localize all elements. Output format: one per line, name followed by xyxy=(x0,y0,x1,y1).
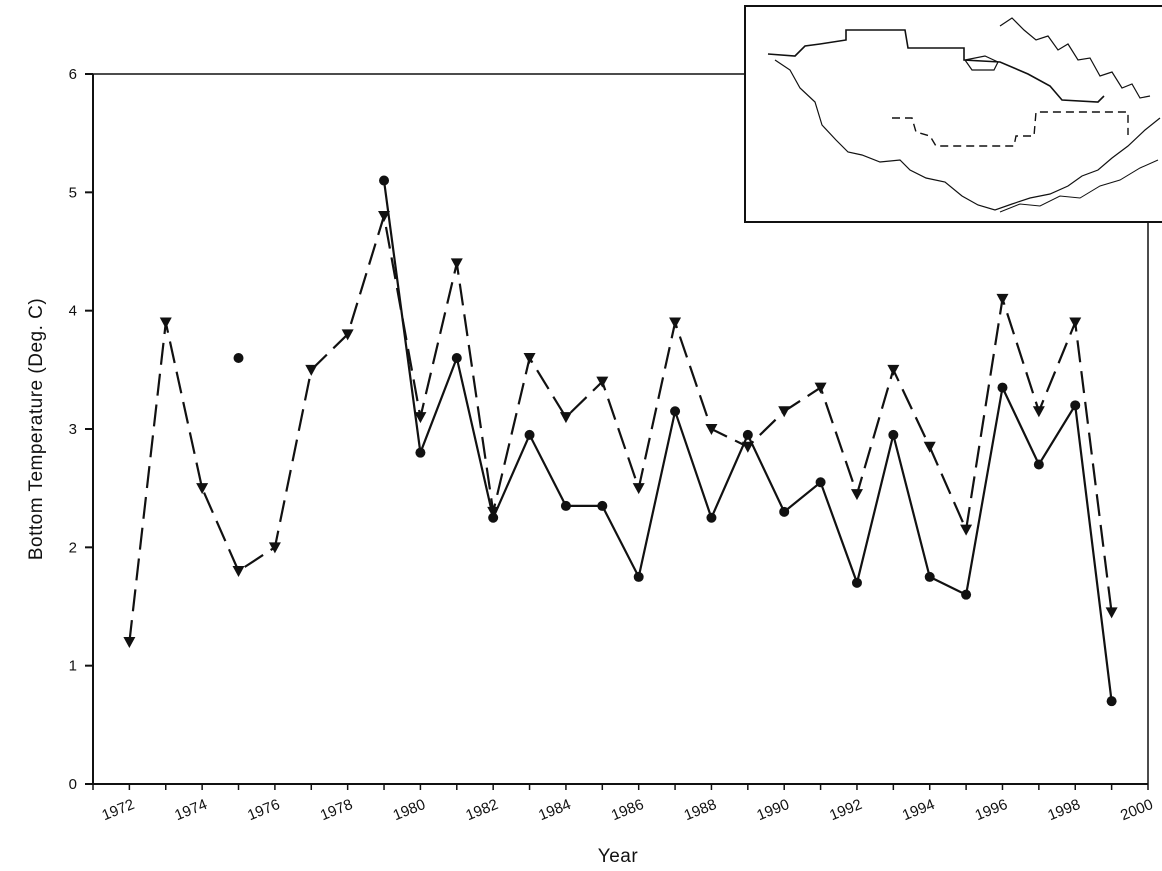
data-point-circle xyxy=(597,500,608,511)
data-point-triangle xyxy=(850,489,863,501)
y-tick-label: 0 xyxy=(69,776,77,793)
x-tick-label: 1984 xyxy=(536,796,573,824)
data-point-circle xyxy=(560,500,571,511)
data-point-triangle xyxy=(378,211,391,222)
x-tick-label: 1988 xyxy=(682,796,719,824)
x-tick-label: 1982 xyxy=(463,796,500,824)
data-point-triangle xyxy=(341,329,354,341)
data-point-triangle xyxy=(632,483,645,495)
y-axis-title: Bottom Temperature (Deg. C) xyxy=(26,298,47,560)
data-point-circle xyxy=(888,429,899,440)
data-point-triangle xyxy=(778,406,791,418)
data-point-triangle xyxy=(741,441,754,453)
data-point-triangle xyxy=(705,424,718,435)
data-point-triangle xyxy=(1069,317,1082,329)
y-tick-label: 2 xyxy=(69,539,77,556)
data-point-triangle xyxy=(960,524,973,536)
data-point-triangle xyxy=(923,441,936,453)
data-point-circle xyxy=(1106,696,1117,707)
x-tick-label: 1990 xyxy=(754,796,791,824)
inset-map-island xyxy=(963,55,999,71)
data-point-triangle xyxy=(450,258,463,270)
series-solid xyxy=(233,175,1117,707)
data-point-circle xyxy=(233,353,244,363)
data-point-triangle xyxy=(1032,406,1045,418)
data-point-triangle xyxy=(814,382,827,394)
data-point-circle xyxy=(1033,459,1044,470)
inset-map-coast-lower xyxy=(999,159,1159,213)
data-point-circle xyxy=(1070,400,1081,411)
inset-map-study-area xyxy=(892,111,1129,147)
data-point-triangle xyxy=(669,317,682,329)
data-point-circle xyxy=(706,512,717,523)
x-axis-title: Year xyxy=(598,846,639,867)
data-point-circle xyxy=(924,571,935,582)
inset-map xyxy=(744,5,1162,223)
data-point-circle xyxy=(997,382,1008,393)
data-point-circle xyxy=(633,571,644,582)
y-tick-label: 6 xyxy=(69,66,77,83)
data-point-circle xyxy=(415,447,426,458)
data-point-circle xyxy=(815,477,826,488)
data-point-triangle xyxy=(268,542,281,554)
data-point-triangle xyxy=(523,353,536,364)
data-point-circle xyxy=(742,429,753,440)
data-point-circle xyxy=(670,406,681,417)
data-point-circle xyxy=(379,175,390,186)
data-point-triangle xyxy=(414,412,427,424)
x-tick-label: 1992 xyxy=(827,796,864,824)
inset-map-survey-boundary xyxy=(767,29,1105,103)
data-point-circle xyxy=(961,589,972,600)
series-line-dashed xyxy=(128,215,1113,643)
inset-map-frame xyxy=(744,5,1162,223)
y-tick-label: 3 xyxy=(69,421,77,438)
data-point-triangle xyxy=(596,376,609,388)
x-tick-label: 1980 xyxy=(391,796,428,824)
y-tick-label: 1 xyxy=(69,658,77,675)
data-point-circle xyxy=(851,577,862,588)
x-tick-label: 1972 xyxy=(100,796,137,824)
y-tick-label: 5 xyxy=(69,184,77,201)
data-point-triangle xyxy=(996,293,1009,305)
data-point-circle xyxy=(779,506,790,517)
y-ticks: 0 1 2 3 4 5 6 xyxy=(69,66,93,793)
data-point-triangle xyxy=(196,483,209,495)
data-point-triangle xyxy=(1105,607,1118,619)
inset-map-coastline xyxy=(774,59,1161,211)
data-point-triangle xyxy=(232,566,245,577)
data-point-triangle xyxy=(159,317,172,329)
data-point-circle xyxy=(488,512,499,523)
x-tick-label: 1994 xyxy=(900,796,937,824)
x-tick-label: 1978 xyxy=(318,796,355,824)
y-tick-label: 4 xyxy=(69,303,77,320)
data-point-circle xyxy=(451,353,462,363)
x-tick-label: 1986 xyxy=(609,796,646,824)
series-line-solid xyxy=(382,180,1113,702)
x-tick-label: 2000 xyxy=(1118,796,1155,824)
x-ticks: 1972 1974 1976 1978 1980 1982 1984 1986 1988 1990… xyxy=(92,784,1155,824)
data-point-circle xyxy=(524,429,535,440)
data-point-triangle xyxy=(305,364,318,376)
series-layer xyxy=(123,175,1118,707)
data-point-triangle xyxy=(559,412,572,424)
x-tick-label: 1974 xyxy=(172,796,209,824)
x-tick-label: 1976 xyxy=(245,796,282,824)
inset-map-coastline-north xyxy=(999,17,1151,99)
x-tick-label: 1998 xyxy=(1045,796,1082,824)
x-tick-label: 1996 xyxy=(973,796,1010,824)
data-point-triangle xyxy=(123,637,136,648)
series-dashed xyxy=(123,211,1118,648)
data-point-triangle xyxy=(887,364,900,376)
